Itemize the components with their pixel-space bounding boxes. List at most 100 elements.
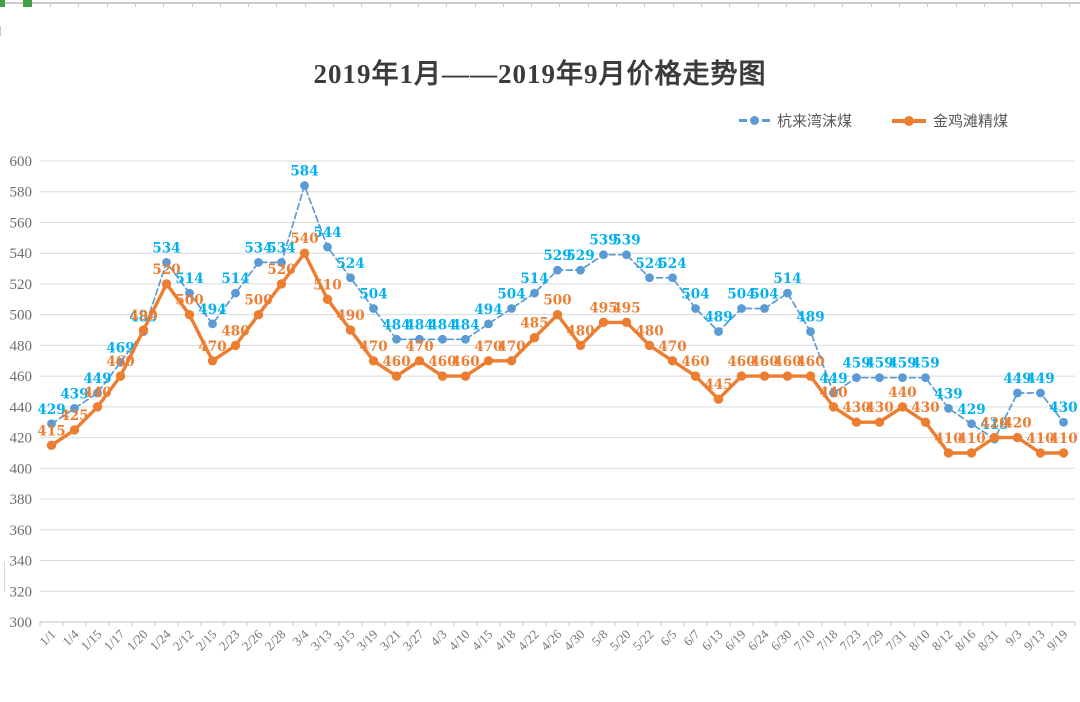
y-axis-label: 380 [10, 492, 33, 508]
x-axis-label: 7/29 [860, 627, 887, 654]
worksheet-column-tick [276, 4, 278, 7]
data-point [645, 273, 654, 283]
data-point [230, 340, 241, 351]
worksheet-column-tick [814, 4, 816, 7]
data-point-label: 539 [612, 233, 640, 249]
worksheet-column-tick [106, 4, 108, 7]
data-point [438, 334, 447, 344]
data-point-label: 484 [405, 317, 433, 333]
x-axis-label: 1/4 [59, 626, 82, 649]
data-point-label: 500 [175, 293, 203, 309]
worksheet-column-tick [842, 4, 844, 7]
x-axis-label: 1/1 [36, 627, 58, 649]
legend-item-hanglaiwan[interactable]: 杭来湾沫煤 [738, 110, 852, 131]
x-axis-label: 6/5 [657, 627, 679, 649]
data-point [529, 333, 540, 343]
data-point [277, 258, 286, 267]
data-point-label: 410 [1049, 431, 1077, 447]
data-point-label: 524 [635, 256, 663, 272]
data-point [138, 325, 149, 335]
y-axis-label: 600 [10, 154, 33, 170]
worksheet-column-tick [870, 4, 872, 7]
data-point [506, 356, 517, 366]
data-point-label: 430 [911, 400, 939, 416]
x-axis-label: 1/17 [101, 626, 128, 653]
legend-item-jinjitan[interactable]: 金鸡滩精煤 [891, 110, 1008, 131]
data-point [507, 304, 516, 313]
data-point-label: 529 [566, 248, 594, 264]
legend: 杭来湾沫煤 金鸡滩精煤 [738, 110, 1008, 131]
chart-title: 2019年1月——2019年9月价格走势图 [313, 59, 767, 89]
data-point [966, 448, 977, 458]
data-point-label: 495 [612, 300, 640, 316]
data-point-label: 470 [658, 339, 686, 355]
x-axis-label: 8/10 [906, 627, 933, 654]
data-point-label: 449 [819, 371, 847, 387]
x-axis-label: 7/31 [883, 627, 910, 654]
data-point-label: 410 [1026, 431, 1054, 447]
data-point [805, 371, 816, 381]
x-axis-label: 3/4 [289, 626, 312, 649]
data-point-label: 440 [83, 385, 111, 401]
dashed-line-marker-icon [738, 116, 770, 125]
x-axis-label: 6/19 [722, 627, 749, 654]
data-point-label: 470 [405, 339, 433, 355]
data-point-label: 449 [1003, 371, 1031, 387]
data-point-label: 460 [382, 354, 410, 370]
data-point [116, 357, 125, 367]
data-point [461, 334, 470, 344]
data-point [621, 317, 632, 328]
data-point [760, 304, 769, 313]
data-point [897, 402, 908, 412]
data-point [920, 417, 931, 427]
worksheet-column-tick [248, 4, 250, 7]
data-point-label: 520 [267, 262, 295, 278]
data-point-label: 489 [704, 310, 732, 326]
data-point [828, 402, 839, 412]
data-point [299, 248, 310, 258]
data-point [875, 373, 884, 383]
worksheet-column-tick [729, 4, 731, 7]
data-point-label: 534 [267, 240, 295, 256]
data-point-label: 460 [451, 354, 479, 370]
data-point [898, 373, 907, 383]
y-axis-label: 480 [10, 338, 33, 354]
worksheet-column-tick [983, 4, 985, 7]
data-point-label: 480 [635, 323, 663, 339]
data-point [690, 371, 701, 381]
data-point-label: 584 [290, 164, 318, 180]
data-point [736, 371, 747, 381]
worksheet-column-tick [616, 4, 617, 7]
x-axis-label: 6/30 [768, 627, 795, 654]
x-axis-label: 2/26 [239, 626, 266, 653]
data-point-label: 469 [106, 340, 134, 356]
x-axis-label: 4/18 [492, 627, 519, 654]
x-axis-label: 7/23 [837, 627, 864, 654]
worksheet-gridline-fragment [0, 26, 1, 36]
data-point [253, 309, 264, 320]
x-axis-label: 5/8 [588, 627, 610, 649]
data-point [852, 373, 861, 383]
data-point-label: 494 [198, 302, 226, 318]
data-point [93, 388, 102, 398]
data-point [829, 388, 838, 398]
data-point [369, 304, 378, 313]
legend-label: 金鸡滩精煤 [932, 114, 1008, 130]
x-axis-label: 2/28 [262, 627, 289, 654]
worksheet-column-tick [1068, 4, 1070, 7]
x-axis-label: 7/18 [814, 627, 841, 654]
worksheet-column-tick [50, 4, 51, 7]
data-point [70, 404, 79, 413]
x-axis-label: 1/15 [78, 627, 105, 654]
worksheet-column-tick [163, 4, 165, 7]
worksheet-column-tick [757, 4, 759, 7]
data-point [874, 417, 885, 427]
data-point [300, 181, 309, 190]
worksheet-column-tick [899, 4, 900, 7]
worksheet-column-tick [927, 4, 929, 7]
y-axis-label: 300 [10, 615, 33, 631]
data-point [1035, 448, 1046, 458]
data-point-label: 470 [497, 339, 525, 355]
data-point-label: 460 [106, 354, 134, 370]
